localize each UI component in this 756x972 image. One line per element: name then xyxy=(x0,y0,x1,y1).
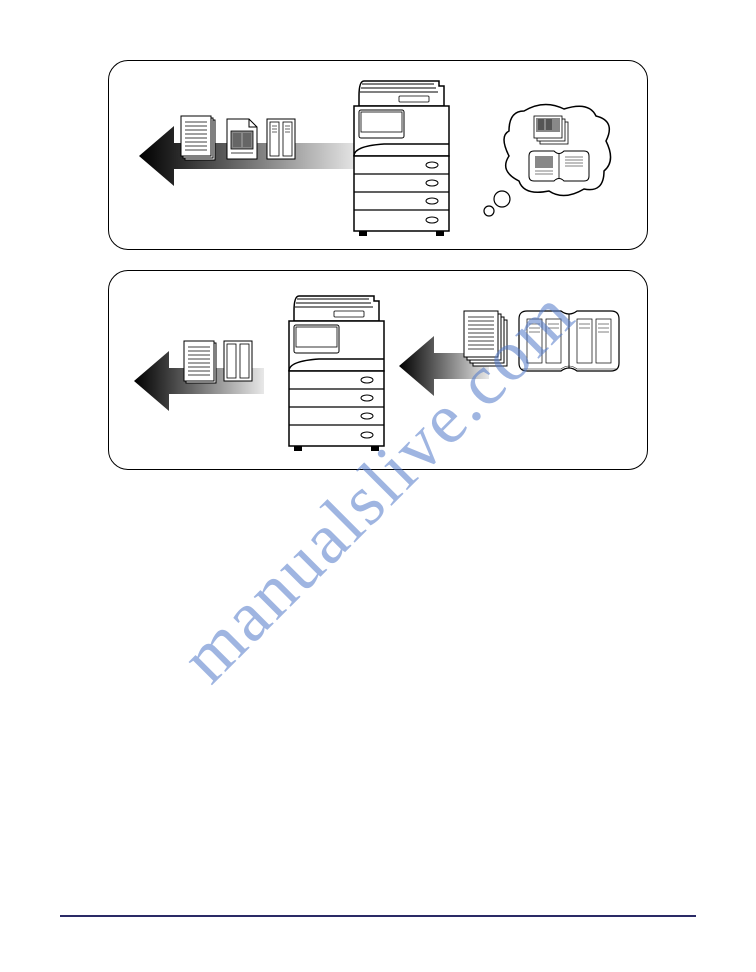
diagram-1-svg xyxy=(109,61,649,251)
manual-page: manualslive.com xyxy=(0,0,756,972)
diagram-panel-1 xyxy=(108,60,648,250)
output-doc-columns-2-icon xyxy=(224,341,252,381)
footer-divider xyxy=(60,915,696,917)
output-doc-columns-icon xyxy=(267,119,295,159)
input-book-icon xyxy=(519,311,619,371)
diagram-panel-2 xyxy=(108,270,648,470)
output-doc-text-icon xyxy=(181,116,215,160)
printer-2-icon xyxy=(289,296,384,451)
thought-bubble-icon xyxy=(484,104,611,216)
input-doc-stack-icon xyxy=(464,311,507,366)
output-doc-photo-icon xyxy=(227,119,257,159)
output-doc-text-2-icon xyxy=(184,341,216,383)
printer-icon xyxy=(354,81,449,236)
diagram-2-svg xyxy=(109,271,649,471)
